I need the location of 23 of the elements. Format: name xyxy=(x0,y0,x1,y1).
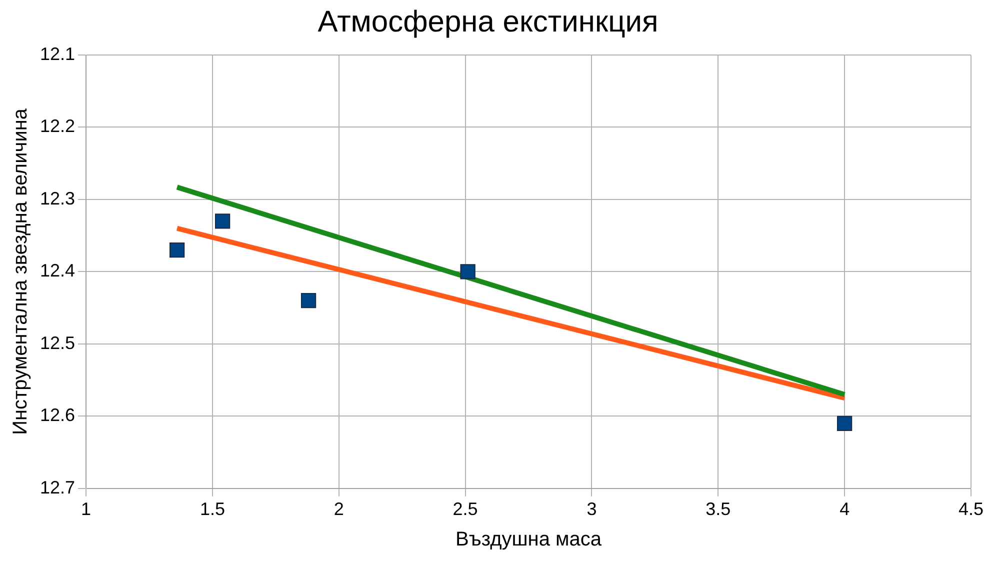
x-tick-label: 3.5 xyxy=(706,499,731,520)
point xyxy=(215,214,230,229)
x-tick-label: 4.5 xyxy=(958,499,984,520)
point xyxy=(460,264,476,280)
x-tick-label: 1.5 xyxy=(200,499,225,520)
y-tick-label: 12.5 xyxy=(40,332,76,353)
y-tick-label: 12.1 xyxy=(40,44,76,64)
x-tick-label: 3 xyxy=(586,499,597,520)
point xyxy=(169,242,185,258)
chart-title: Атмосферна екстинкция xyxy=(318,5,658,38)
x-axis-title: Въздушна маса xyxy=(456,528,602,551)
x-tick-label: 2.5 xyxy=(452,499,478,520)
point xyxy=(300,293,316,308)
y-tick-label: 12.3 xyxy=(40,188,76,208)
y-tick-label: 12.6 xyxy=(40,405,76,426)
point xyxy=(837,416,852,431)
y-axis-title: Инструментална звездна величина xyxy=(10,108,32,435)
y-tick-label: 12.2 xyxy=(40,116,76,136)
y-tick-label: 12.4 xyxy=(40,260,76,281)
y-tick-label: 12.7 xyxy=(40,477,76,498)
x-tick-label: 1 xyxy=(81,499,92,520)
x-tick-label: 2 xyxy=(334,499,344,520)
x-tick-label: 4 xyxy=(840,499,850,520)
